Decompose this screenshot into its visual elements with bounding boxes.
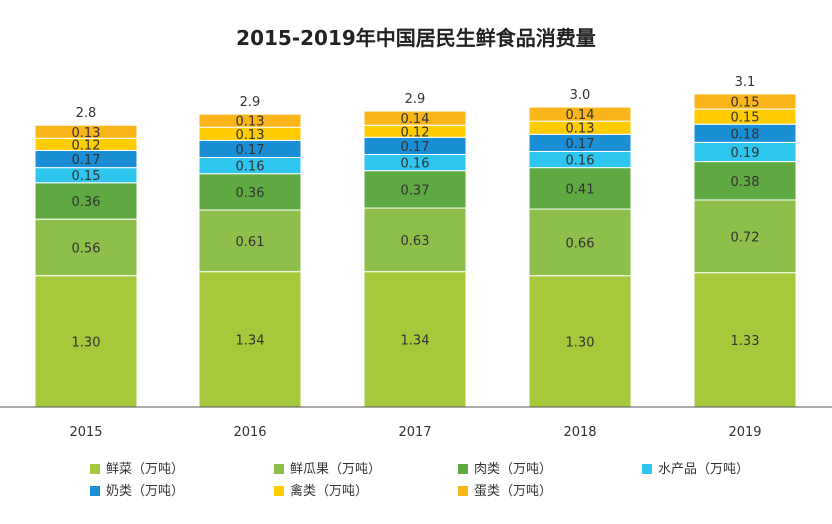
data-label: 0.37 [401,183,430,198]
chart-title: 2015-2019年中国居民生鲜食品消费量 [236,26,596,50]
data-label: 0.17 [401,140,430,155]
bar-segment [693,272,797,408]
data-label: 0.36 [72,195,101,210]
data-label: 0.41 [566,182,595,197]
data-label: 0.61 [236,235,265,250]
x-tick-label: 2018 [563,425,596,440]
bar-segment [34,124,138,139]
data-label: 0.18 [731,127,760,142]
legend-label: 鲜瓜果（万吨） [290,462,382,477]
data-label: 1.30 [566,335,595,350]
x-tick-label: 2016 [233,425,266,440]
legend-item: 禽类（万吨） [274,480,368,499]
legend-swatch [274,464,284,474]
data-label: 0.15 [731,111,760,126]
legend-item: 水产品（万吨） [642,458,749,477]
data-label: 0.12 [72,138,101,153]
data-label: 1.30 [72,335,101,350]
total-label: 2.9 [240,95,261,110]
data-label: 0.36 [236,186,265,201]
bar-segment [363,170,467,209]
legend-label: 肉类（万吨） [474,462,553,477]
data-label: 0.14 [566,108,595,123]
bar-segment [528,208,632,277]
data-label: 0.17 [236,143,265,158]
x-tick-label: 2015 [69,425,102,440]
data-label: 1.33 [731,334,760,349]
legend-swatch [90,464,100,474]
legend-item: 鲜菜（万吨） [90,458,184,477]
data-label: 0.15 [72,169,101,184]
bar-segment [363,271,467,408]
data-label: 0.13 [236,115,265,130]
bar-segment [528,106,632,122]
bar-segment [34,275,138,408]
legend-item: 蛋类（万吨） [458,480,552,499]
bar-segment [363,207,467,273]
bar-segment [363,110,467,126]
data-label: 1.34 [401,333,430,348]
legend-label: 蛋类（万吨） [474,484,553,499]
stacked-bar-chart: 1.300.560.360.150.170.120.132.81.340.610… [0,75,832,440]
data-label: 0.16 [566,154,595,169]
bar-segment [198,113,302,128]
data-label: 0.13 [72,126,101,141]
data-label: 0.56 [72,241,101,256]
data-label: 0.12 [401,125,430,140]
total-label: 3.1 [735,75,756,90]
bar-segment [693,93,797,110]
total-label: 2.9 [405,92,426,107]
legend-item: 鲜瓜果（万吨） [274,458,381,477]
data-label: 0.13 [236,128,265,143]
data-label: 0.17 [566,137,595,152]
legend-item: 肉类（万吨） [458,458,552,477]
legend-swatch [274,486,284,496]
legend-swatch [90,486,100,496]
legend-item: 奶类（万吨） [90,480,184,499]
data-label: 0.13 [566,122,595,137]
data-label: 0.14 [401,112,430,127]
total-label: 2.8 [76,106,97,121]
data-label: 0.16 [401,157,430,172]
data-label: 0.15 [731,95,760,110]
bar-segment [693,199,797,274]
legend-label: 奶类（万吨） [106,484,185,499]
legend-label: 鲜菜（万吨） [106,462,185,477]
data-label: 0.38 [731,175,760,190]
bar-segment [198,173,302,211]
legend-swatch [458,464,468,474]
total-label: 3.0 [570,88,591,103]
bar-segment [528,167,632,210]
legend-swatch [642,464,652,474]
bar-segment [198,271,302,408]
x-tick-label: 2019 [728,425,761,440]
x-tick-label: 2017 [398,425,431,440]
data-label: 0.16 [236,160,265,175]
data-label: 0.72 [731,230,760,245]
bar-segment [693,161,797,201]
legend-label: 禽类（万吨） [290,484,369,499]
data-label: 0.19 [731,146,760,161]
bar-segment [34,182,138,220]
legend-label: 水产品（万吨） [658,462,750,477]
data-label: 0.17 [72,153,101,168]
data-label: 0.63 [401,234,430,249]
data-label: 1.34 [236,333,265,348]
legend-swatch [458,486,468,496]
data-label: 0.66 [566,236,595,251]
